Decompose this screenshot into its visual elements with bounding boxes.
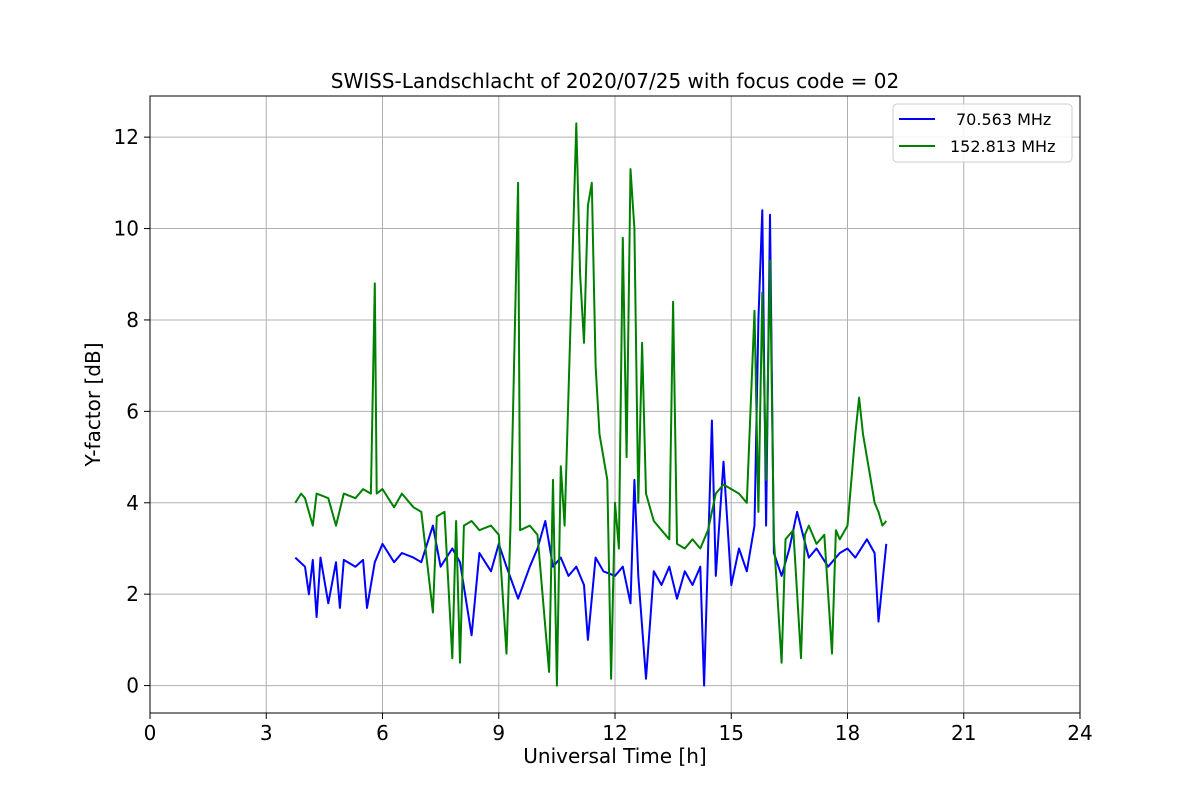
x-tick-label: 0 [144,721,157,745]
y-tick-label: 4 [126,491,139,515]
chart-title: SWISS-Landschlacht of 2020/07/25 with fo… [331,69,899,93]
y-tick-label: 10 [114,217,139,241]
series-layer [294,122,888,687]
y-tick-label: 6 [126,399,139,423]
y-tick-label: 0 [126,674,139,698]
y-tick-label: 2 [126,582,139,606]
x-tick-label: 21 [951,721,976,745]
legend-label-70mhz: 70.563 MHz [956,110,1051,129]
y-tick-label: 12 [114,125,139,149]
x-tick-label: 12 [602,721,627,745]
x-tick-label: 9 [492,721,505,745]
x-tick-label: 15 [719,721,744,745]
series-line-1 [294,122,888,687]
x-tick-label: 18 [835,721,860,745]
x-tick-label: 6 [376,721,389,745]
legend: 70.563 MHz 152.813 MHz [892,103,1073,163]
x-tick-label: 3 [260,721,273,745]
y-tick-label: 8 [126,308,139,332]
legend-label-152mhz: 152.813 MHz [950,137,1055,156]
legend-box [892,103,1073,163]
y-axis-title: Y-factor [dB] [81,342,105,467]
x-axis-title: Universal Time [h] [523,744,706,768]
x-tick-label: 24 [1067,721,1092,745]
